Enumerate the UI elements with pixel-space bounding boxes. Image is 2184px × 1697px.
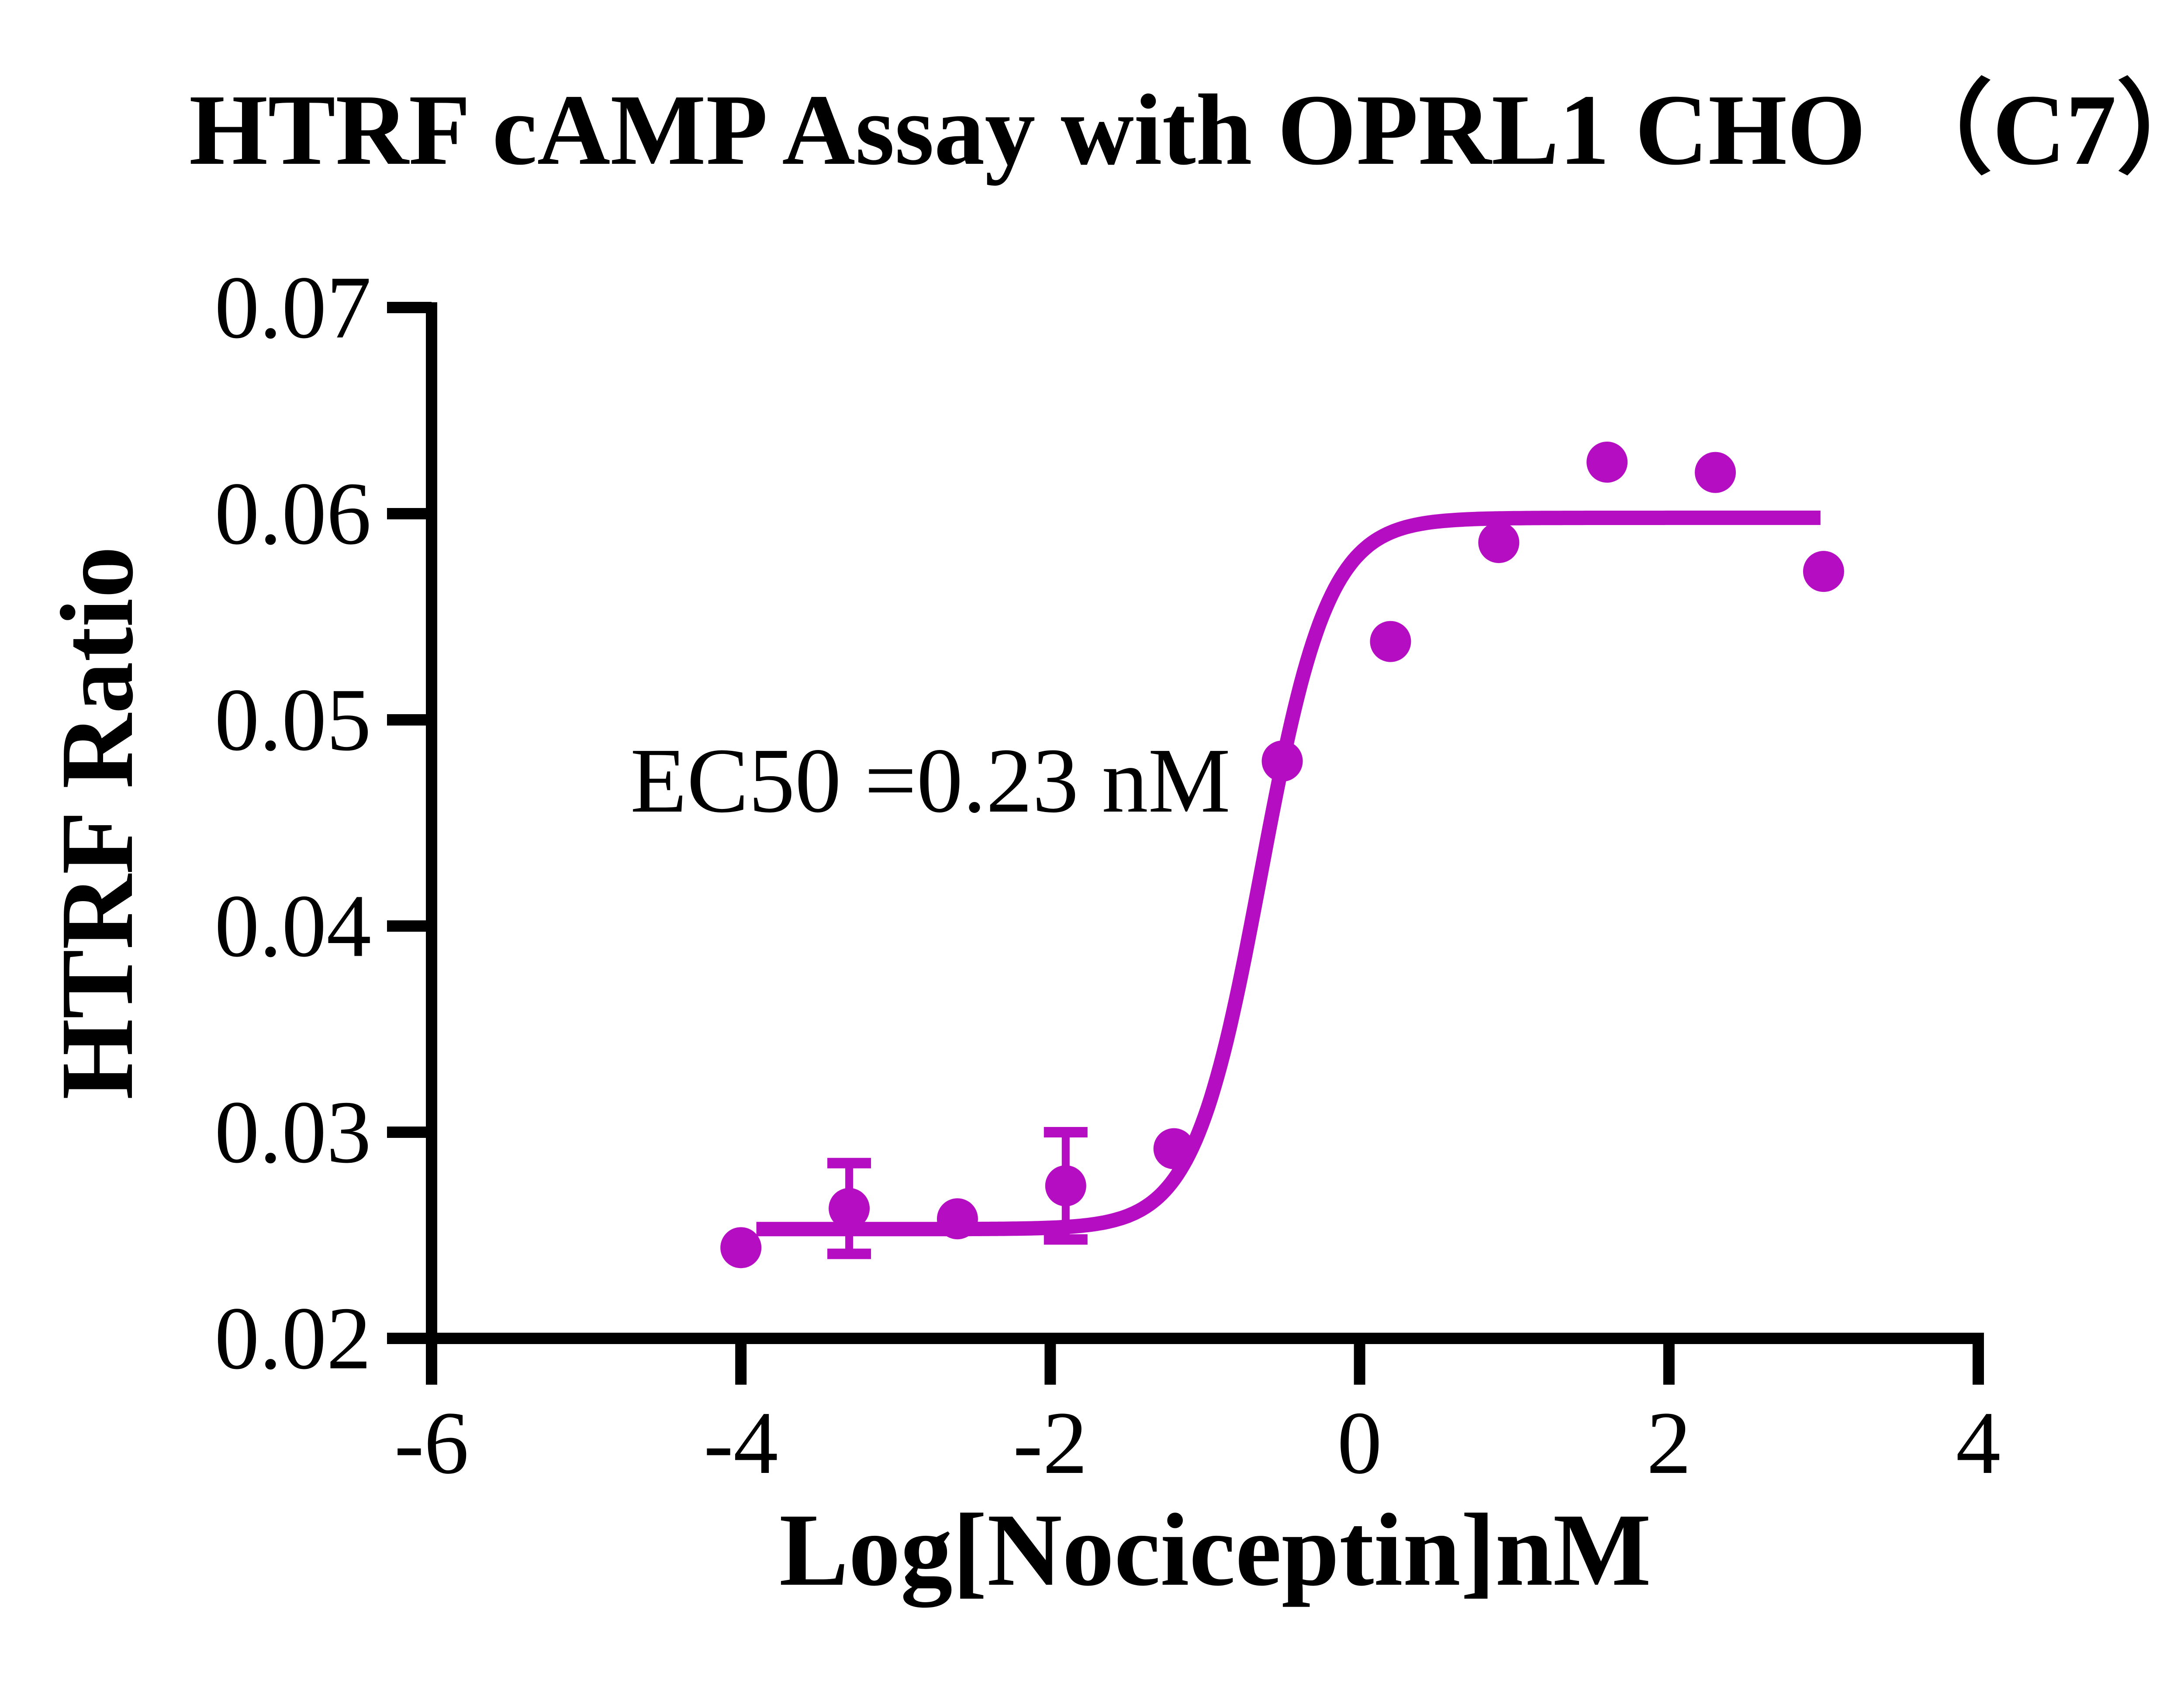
x-tick-label: 0 (1337, 1393, 1382, 1493)
chart-title: HTRF cAMP Assay with OPRL1 CHO （C7） (189, 74, 2184, 186)
data-point (1478, 522, 1520, 563)
data-point (1153, 1128, 1195, 1169)
data-series (720, 442, 1844, 1268)
data-point (936, 1198, 978, 1240)
x-tick-label: -4 (704, 1393, 778, 1493)
x-tick-label: -2 (1013, 1393, 1088, 1493)
data-point (1803, 551, 1844, 592)
data-point (1261, 740, 1303, 782)
y-tick-label: 0.05 (214, 671, 371, 770)
x-tick-label: 2 (1647, 1393, 1692, 1493)
x-tick-label: -6 (394, 1393, 469, 1493)
y-tick-label: 0.06 (214, 464, 371, 563)
y-tick-label: 0.02 (214, 1289, 371, 1388)
axes: 0.02 0.03 0.04 0.05 0.06 0.07 -6 -4 -2 0 2 4 (214, 258, 2001, 1493)
y-tick-label: 0.04 (214, 877, 371, 976)
data-point (720, 1227, 762, 1268)
x-tick-label: 4 (1956, 1393, 2001, 1493)
y-axis-title: HTRF Ratio (40, 546, 155, 1099)
y-tick-label: 0.07 (214, 258, 371, 357)
fit-curve (752, 510, 1825, 1237)
ec50-annotation: EC50 =0.23 nM (630, 729, 1230, 832)
x-axis-title: Log[Nociceptin]nM (779, 1493, 1651, 1607)
data-point (1370, 621, 1411, 662)
y-tick-label: 0.03 (214, 1083, 371, 1182)
data-point (829, 1188, 870, 1229)
data-point (1695, 452, 1736, 493)
data-point (1045, 1165, 1086, 1206)
data-point (1586, 442, 1628, 483)
